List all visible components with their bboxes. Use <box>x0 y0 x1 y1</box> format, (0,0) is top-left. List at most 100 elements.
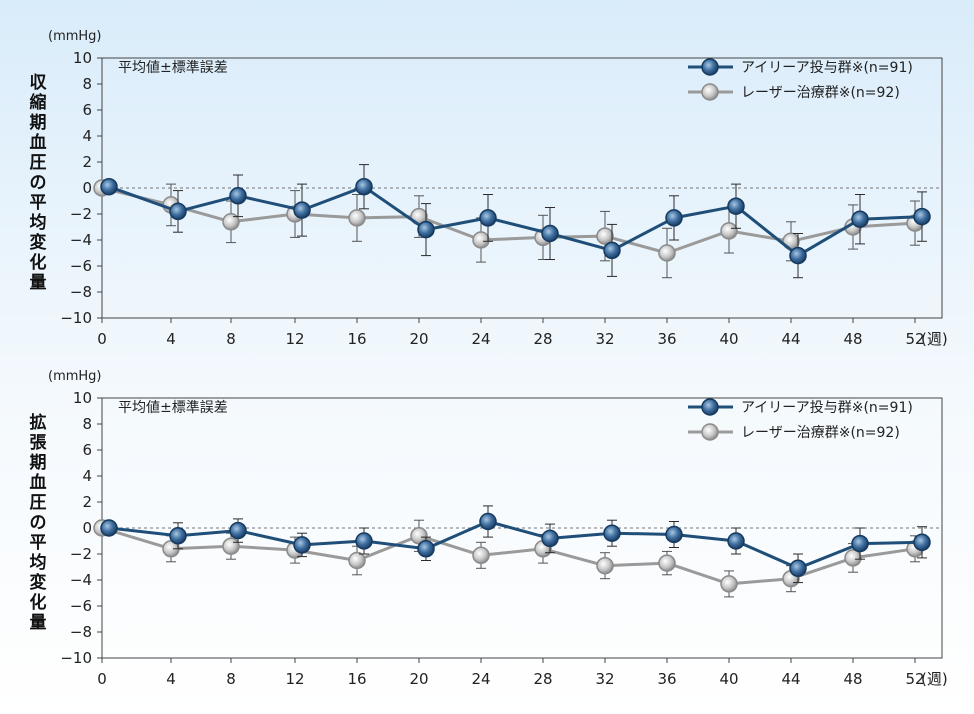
legend-swatch-marker <box>701 83 719 101</box>
y-tick-label: −10 <box>60 649 92 667</box>
y-tick-label: 6 <box>82 101 92 119</box>
y-tick-label: −6 <box>70 257 92 275</box>
data-point <box>100 177 118 196</box>
data-point <box>222 213 240 231</box>
y-axis-label-char: の <box>30 513 47 533</box>
y-tick-label: 8 <box>82 415 92 433</box>
data-point <box>100 519 118 537</box>
y-axis-label-char: 平 <box>30 533 47 553</box>
x-tick-label: 24 <box>471 330 490 348</box>
data-point <box>596 556 614 575</box>
data-point <box>229 187 247 205</box>
x-tick-label: 52 <box>905 330 924 348</box>
x-tick-label: 32 <box>595 670 614 688</box>
y-axis-label: 収縮期血圧の平均変化量 <box>30 73 48 293</box>
data-point <box>417 220 435 239</box>
data-point <box>417 540 435 558</box>
data-point <box>348 209 366 227</box>
y-tick-label: −8 <box>70 283 92 301</box>
y-tick-label: 8 <box>82 75 92 93</box>
y-axis-label-char: 縮 <box>30 92 47 113</box>
x-tick-label: 24 <box>471 670 490 688</box>
y-axis-label-char: 収 <box>30 73 48 93</box>
legend-entry: アイリーア投与群※(n=91) <box>688 398 913 416</box>
x-tick-label: 4 <box>166 670 176 688</box>
series-line <box>108 520 923 570</box>
data-point <box>913 207 931 226</box>
data-point <box>479 512 497 531</box>
legend-label: アイリーア投与群※(n=91) <box>741 60 913 76</box>
y-tick-label: −6 <box>70 597 92 615</box>
y-axis-label-char: 化 <box>30 252 47 273</box>
legend-label: レーザー治療群※(n=92) <box>741 424 900 441</box>
x-tick-label: 8 <box>226 330 236 348</box>
data-point <box>658 244 676 262</box>
x-tick-label: 20 <box>409 670 428 688</box>
y-axis-label-char: 化 <box>30 592 47 613</box>
data-point <box>541 224 559 243</box>
x-tick-label: 36 <box>657 670 676 688</box>
y-axis-label-char: 拡 <box>30 412 47 433</box>
y-axis-label-char: 血 <box>30 132 47 153</box>
x-tick-label: 16 <box>347 330 366 348</box>
y-axis-unit: (mmHg) <box>48 29 102 44</box>
y-tick-label: 2 <box>82 493 92 511</box>
y-axis-label-char: 圧 <box>30 493 47 513</box>
series-laser <box>93 519 924 598</box>
x-tick-label: 40 <box>719 330 738 348</box>
y-axis-label-char: 平 <box>30 193 47 213</box>
data-point <box>348 551 366 570</box>
legend-entry: レーザー治療群※(n=92) <box>688 423 900 441</box>
data-point <box>355 177 373 196</box>
x-tick-label: 40 <box>719 670 738 688</box>
legend-entry: レーザー治療群※(n=92) <box>688 83 900 101</box>
y-tick-label: 4 <box>82 467 92 485</box>
y-axis-label-char: の <box>30 173 47 193</box>
y-axis-label-char: 量 <box>30 272 47 293</box>
data-point <box>727 197 745 215</box>
x-tick-label: 32 <box>595 330 614 348</box>
y-axis-label-char: 血 <box>30 472 47 493</box>
data-point <box>355 532 373 550</box>
chart-note: 平均値±標準誤差 <box>118 60 228 76</box>
data-point <box>665 525 683 544</box>
y-tick-label: 0 <box>82 519 92 537</box>
data-point <box>222 537 240 555</box>
data-point <box>541 529 559 548</box>
x-tick-label: 16 <box>347 670 366 688</box>
data-point <box>851 534 869 553</box>
data-point <box>727 532 745 550</box>
data-point <box>596 227 614 245</box>
y-tick-label: −4 <box>70 571 92 589</box>
data-point <box>472 231 490 249</box>
legend-label: レーザー治療群※(n=92) <box>741 84 900 101</box>
x-tick-label: 44 <box>781 330 800 348</box>
series-line <box>108 185 923 258</box>
y-axis-label-char: 張 <box>30 433 48 453</box>
data-point <box>603 524 621 542</box>
y-tick-label: −2 <box>70 205 92 223</box>
data-point <box>789 559 807 578</box>
y-tick-label: 6 <box>82 441 92 459</box>
data-point <box>913 533 931 552</box>
legend-swatch-marker <box>701 423 719 441</box>
x-tick-label: 28 <box>533 670 552 688</box>
series-line <box>101 526 916 586</box>
series-aflibercept <box>100 164 931 279</box>
y-axis-label: 拡張期血圧の平均変化量 <box>30 412 48 633</box>
legend-entry: アイリーア投与群※(n=91) <box>688 58 913 76</box>
legend-label: アイリーア投与群※(n=91) <box>741 400 913 416</box>
x-tick-label: 52 <box>905 670 924 688</box>
y-tick-label: 10 <box>73 389 92 407</box>
y-axis-label-char: 量 <box>30 612 47 633</box>
x-tick-label: 20 <box>409 330 428 348</box>
data-point <box>603 241 621 260</box>
x-axis-unit: (週) <box>921 670 948 688</box>
y-tick-label: 0 <box>82 179 92 197</box>
y-axis-label-char: 圧 <box>30 153 47 173</box>
y-tick-label: 2 <box>82 153 92 171</box>
data-point <box>844 549 862 567</box>
